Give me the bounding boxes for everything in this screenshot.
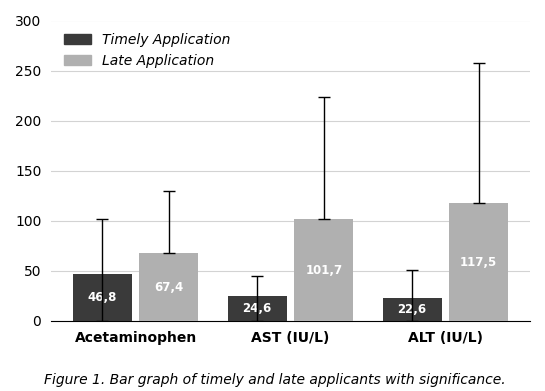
Text: 101,7: 101,7: [305, 264, 342, 276]
Text: 117,5: 117,5: [460, 256, 498, 269]
Bar: [450, 203, 508, 321]
Bar: [73, 274, 132, 321]
Bar: [383, 298, 441, 321]
Text: 22,6: 22,6: [398, 303, 427, 316]
Text: 46,8: 46,8: [88, 291, 117, 304]
Text: 24,6: 24,6: [243, 302, 272, 315]
Text: 67,4: 67,4: [154, 281, 184, 294]
Bar: [140, 253, 198, 321]
Text: Figure 1. Bar graph of timely and late applicants with significance.: Figure 1. Bar graph of timely and late a…: [44, 373, 505, 387]
Bar: [228, 296, 287, 321]
Bar: [294, 219, 353, 321]
Legend: Timely Application, Late Application: Timely Application, Late Application: [58, 27, 237, 74]
